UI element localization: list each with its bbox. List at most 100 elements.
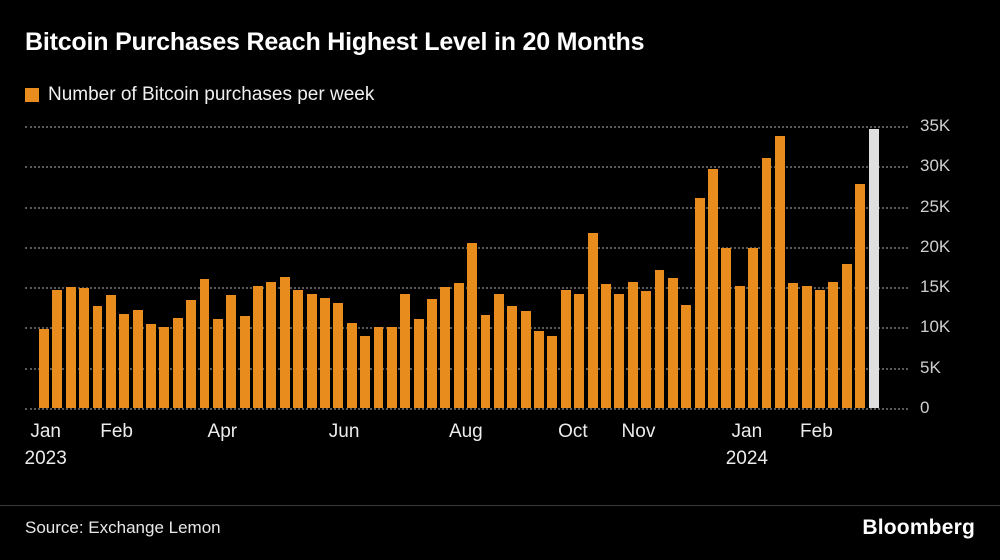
bar <box>507 305 518 408</box>
gridline <box>25 246 908 249</box>
bar <box>119 313 130 408</box>
y-tick-label: 0 <box>920 398 930 417</box>
y-tick-label: 30K <box>920 156 951 176</box>
bar <box>427 299 437 408</box>
bar <box>279 277 290 408</box>
y-tick-label: 10K <box>920 317 951 337</box>
bar <box>748 247 759 408</box>
bar <box>453 283 464 408</box>
legend: Number of Bitcoin purchases per week <box>25 84 374 106</box>
gridline <box>25 206 908 209</box>
bar <box>627 281 638 408</box>
bar <box>480 315 491 408</box>
bar <box>681 304 692 408</box>
bar <box>172 317 183 408</box>
bar <box>774 135 785 408</box>
bar <box>333 303 344 408</box>
bar <box>373 327 384 408</box>
gridline <box>25 367 908 370</box>
bar <box>493 293 504 408</box>
bar <box>239 316 250 408</box>
bar <box>828 282 839 408</box>
x-tick-label: Jun <box>328 421 360 442</box>
bloomberg-logo: Bloomberg <box>862 516 975 539</box>
bar <box>105 295 116 408</box>
bar <box>212 319 223 408</box>
bar <box>360 336 371 408</box>
bar <box>400 294 411 408</box>
bar <box>386 326 397 408</box>
x-tick-label: Apr <box>207 421 238 442</box>
gridline <box>25 408 908 410</box>
bar <box>146 324 156 408</box>
bar <box>226 295 237 408</box>
bar <box>186 300 197 408</box>
x-axis: Jan 2023 Feb Apr Jun Aug Oct Nov Jan 2024 Feb <box>25 418 882 480</box>
bar <box>761 158 772 408</box>
bar <box>694 197 705 408</box>
bar <box>641 291 652 408</box>
legend-swatch-icon <box>25 88 39 102</box>
bar <box>560 290 571 408</box>
bar <box>52 289 63 408</box>
plot-area <box>39 126 882 408</box>
bar <box>346 322 357 408</box>
y-tick-label: 35K <box>920 116 951 135</box>
gridline <box>25 327 908 330</box>
x-tick-label: Jan 2023 <box>24 421 67 469</box>
bar <box>440 287 451 408</box>
bar-chart <box>25 126 908 410</box>
bar <box>801 286 812 408</box>
y-axis: 0 5K 10K 15K 20K 25K 30K 35K <box>920 116 990 417</box>
bar <box>413 319 424 408</box>
bar <box>319 297 330 408</box>
x-tick-label: Nov <box>621 421 656 442</box>
bar <box>253 286 263 408</box>
x-tick-label: Jan 2024 <box>725 421 768 469</box>
x-tick-label: Oct <box>558 421 588 442</box>
chart-title: Bitcoin Purchases Reach Highest Level in… <box>25 28 645 56</box>
bar <box>708 168 718 408</box>
bar <box>654 270 665 408</box>
bar-highlighted <box>868 129 879 408</box>
bar <box>199 279 210 408</box>
bar <box>547 335 558 408</box>
gridline <box>25 166 908 169</box>
bar <box>306 294 317 408</box>
bar <box>293 289 304 408</box>
bar <box>734 285 745 408</box>
gridline <box>25 287 908 290</box>
legend-label: Number of Bitcoin purchases per week <box>48 84 375 105</box>
source-note: Source: Exchange Lemon <box>25 518 221 537</box>
bar <box>600 283 611 408</box>
y-tick-label: 5K <box>920 357 941 377</box>
bar <box>65 287 76 408</box>
bar <box>721 247 732 408</box>
bar <box>79 287 90 408</box>
bar <box>788 283 799 408</box>
bar <box>855 184 866 408</box>
bar <box>534 330 544 408</box>
bar <box>841 263 852 408</box>
x-tick-label: Aug <box>448 421 483 442</box>
y-tick-label: 15K <box>920 277 951 297</box>
bar <box>587 233 598 408</box>
footer-divider <box>0 505 1000 506</box>
x-tick-label: Feb <box>800 421 833 442</box>
x-tick-label: Feb <box>100 421 133 442</box>
gridline <box>25 126 908 128</box>
bar <box>467 242 478 408</box>
bar <box>132 309 143 408</box>
bar <box>39 329 49 408</box>
bar <box>614 294 625 408</box>
bar <box>520 310 531 408</box>
y-tick-label: 25K <box>920 196 951 216</box>
bar <box>92 306 103 408</box>
bar <box>667 278 678 408</box>
bar <box>266 282 277 408</box>
y-tick-label: 20K <box>920 236 951 256</box>
bar <box>574 294 585 408</box>
footer: Source: Exchange Lemon Bloomberg <box>0 516 1000 540</box>
bar <box>815 290 825 408</box>
